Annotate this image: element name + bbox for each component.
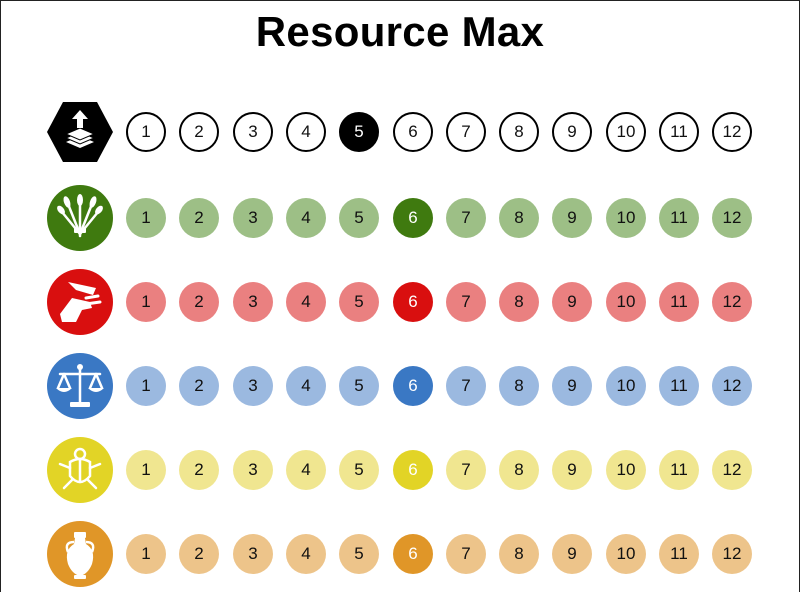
track-cell[interactable]: 4 xyxy=(286,534,326,574)
track-cell[interactable]: 6 xyxy=(393,534,433,574)
track-cell[interactable]: 3 xyxy=(233,366,273,406)
amphora-icon xyxy=(46,520,114,588)
track-cell[interactable]: 5 xyxy=(339,282,379,322)
track-cell[interactable]: 2 xyxy=(179,282,219,322)
track-cell[interactable]: 9 xyxy=(552,366,592,406)
card-stack-upgrade-icon xyxy=(46,98,114,166)
track-cell[interactable]: 11 xyxy=(659,534,699,574)
track-cell[interactable]: 4 xyxy=(286,112,326,152)
bottom-edge xyxy=(0,592,800,600)
track-cell[interactable]: 1 xyxy=(126,282,166,322)
scales-icon xyxy=(46,352,114,420)
track-cell[interactable]: 6 xyxy=(393,366,433,406)
scarab-icon xyxy=(46,436,114,504)
track-cell[interactable]: 5 xyxy=(339,450,379,490)
track-cell[interactable]: 2 xyxy=(179,450,219,490)
hand-knife-icon xyxy=(46,268,114,336)
track-cell[interactable]: 11 xyxy=(659,282,699,322)
track-cell[interactable]: 1 xyxy=(126,112,166,152)
track-cell[interactable]: 8 xyxy=(499,282,539,322)
track-cell[interactable]: 5 xyxy=(339,366,379,406)
track-cell[interactable]: 11 xyxy=(659,198,699,238)
track-cell[interactable]: 9 xyxy=(552,198,592,238)
resource-track-cards: 1 2 3 4 5 6 7 8 9 10 11 12 xyxy=(0,90,800,174)
track-cell[interactable]: 9 xyxy=(552,534,592,574)
track-cell[interactable]: 4 xyxy=(286,450,326,490)
track-cell[interactable]: 1 xyxy=(126,366,166,406)
track-cell[interactable]: 2 xyxy=(179,534,219,574)
track-cell[interactable]: 6 xyxy=(393,198,433,238)
track-cell[interactable]: 3 xyxy=(233,534,273,574)
track-cell[interactable]: 12 xyxy=(712,534,752,574)
track-cell[interactable]: 10 xyxy=(606,112,646,152)
track-cell[interactable]: 2 xyxy=(179,112,219,152)
track-cell[interactable]: 4 xyxy=(286,198,326,238)
track-cell[interactable]: 2 xyxy=(179,366,219,406)
track-cell[interactable]: 12 xyxy=(712,112,752,152)
page-title: Resource Max xyxy=(255,8,545,55)
track-cell[interactable]: 8 xyxy=(499,450,539,490)
track-cell[interactable]: 4 xyxy=(286,282,326,322)
track-cell[interactable]: 12 xyxy=(712,450,752,490)
track-cell[interactable]: 8 xyxy=(499,534,539,574)
track-cell[interactable]: 7 xyxy=(446,366,486,406)
track-cell[interactable]: 9 xyxy=(552,282,592,322)
track-cell[interactable]: 3 xyxy=(233,112,273,152)
track-cell[interactable]: 12 xyxy=(712,366,752,406)
track-cell[interactable]: 1 xyxy=(126,198,166,238)
track-cell[interactable]: 5 xyxy=(339,112,379,152)
track-cell[interactable]: 10 xyxy=(606,282,646,322)
track-cell[interactable]: 8 xyxy=(499,366,539,406)
track-cell[interactable]: 10 xyxy=(606,366,646,406)
track-cell[interactable]: 6 xyxy=(393,112,433,152)
track-cell[interactable]: 4 xyxy=(286,366,326,406)
track-cell[interactable]: 6 xyxy=(393,282,433,322)
wheat-sheaf-icon xyxy=(46,184,114,252)
track-cell[interactable]: 8 xyxy=(499,198,539,238)
track-cell[interactable]: 3 xyxy=(233,450,273,490)
track-cell[interactable]: 10 xyxy=(606,534,646,574)
track-cell[interactable]: 7 xyxy=(446,534,486,574)
track-cell[interactable]: 2 xyxy=(179,198,219,238)
track-cell[interactable]: 5 xyxy=(339,198,379,238)
track-cell[interactable]: 1 xyxy=(126,534,166,574)
track-cell[interactable]: 10 xyxy=(606,198,646,238)
track-cell[interactable]: 3 xyxy=(233,198,273,238)
resource-track-blue: 1 2 3 4 5 6 7 8 9 10 11 12 xyxy=(0,344,800,428)
track-cell[interactable]: 11 xyxy=(659,366,699,406)
track-cell[interactable]: 7 xyxy=(446,282,486,322)
resource-track-orange: 1 2 3 4 5 6 7 8 9 10 11 12 xyxy=(0,512,800,596)
track-cell[interactable]: 9 xyxy=(552,450,592,490)
track-cell[interactable]: 6 xyxy=(393,450,433,490)
track-cell[interactable]: 9 xyxy=(552,112,592,152)
track-cell[interactable]: 10 xyxy=(606,450,646,490)
track-cell[interactable]: 3 xyxy=(233,282,273,322)
resource-track-yellow: 1 2 3 4 5 6 7 8 9 10 11 12 xyxy=(0,428,800,512)
track-cell[interactable]: 8 xyxy=(499,112,539,152)
track-cell[interactable]: 12 xyxy=(712,282,752,322)
track-cell[interactable]: 7 xyxy=(446,198,486,238)
resource-track-grain: 1 2 3 4 5 6 7 8 9 10 11 12 xyxy=(0,176,800,260)
track-cell[interactable]: 1 xyxy=(126,450,166,490)
track-cell[interactable]: 7 xyxy=(446,450,486,490)
resource-track-red: 1 2 3 4 5 6 7 8 9 10 11 12 xyxy=(0,260,800,344)
track-cell[interactable]: 7 xyxy=(446,112,486,152)
track-cell[interactable]: 11 xyxy=(659,112,699,152)
track-cell[interactable]: 5 xyxy=(339,534,379,574)
track-cell[interactable]: 12 xyxy=(712,198,752,238)
track-cell[interactable]: 11 xyxy=(659,450,699,490)
